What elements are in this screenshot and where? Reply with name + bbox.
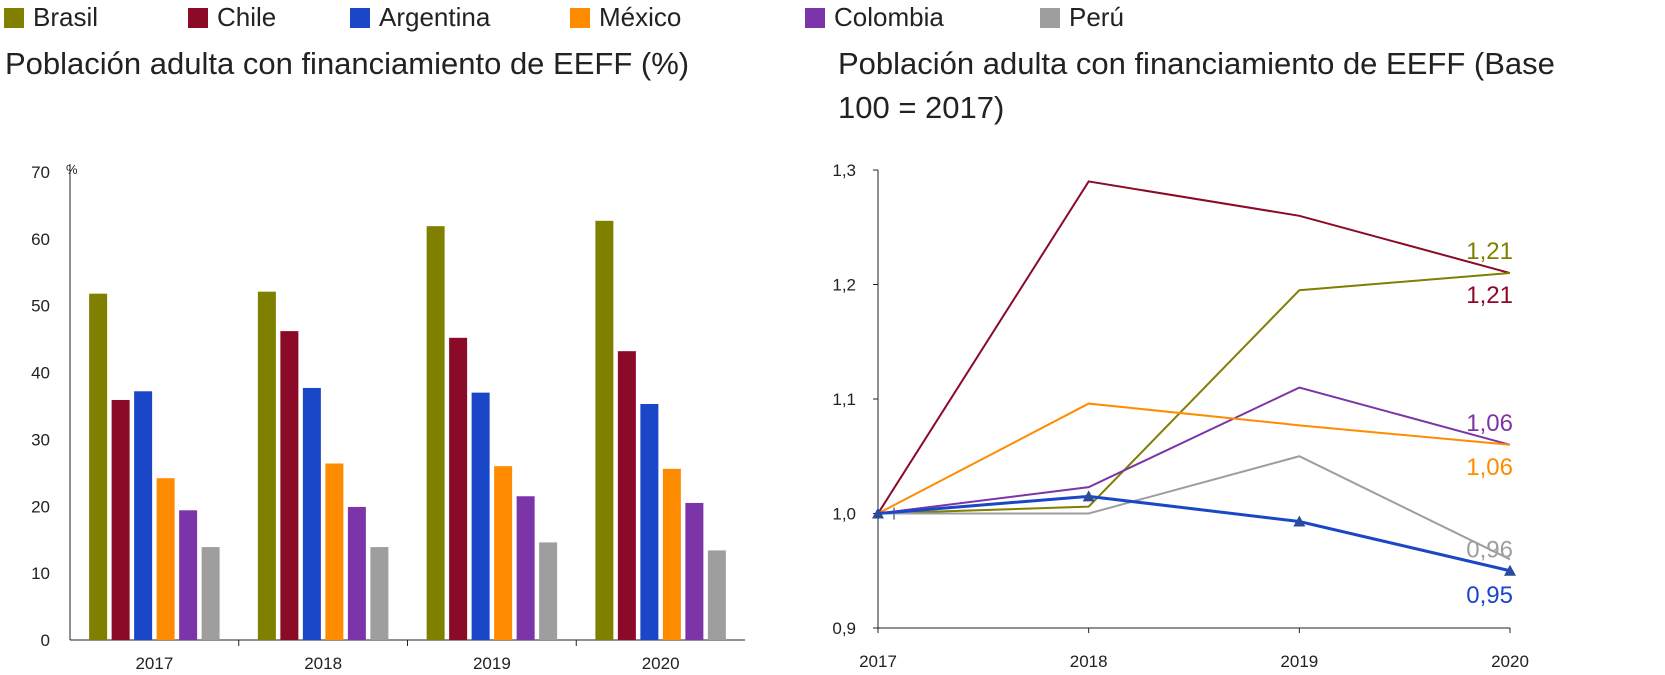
line-end-label-argentina: 0,95 [1466,582,1513,609]
bar-peru-2017 [201,547,220,640]
legend-label-brasil: Brasil [33,2,99,32]
bar-x-tick-label: 2018 [304,654,342,673]
bar-y-tick-label: 60 [31,230,50,249]
bar-mexico-2019 [494,466,513,640]
bar-brasil-2018 [257,291,276,640]
line-x-tick-label: 2020 [1491,652,1529,671]
line-marker-argentina [872,507,884,519]
line-chart-title-line1: Población adulta con financiamiento de E… [838,46,1555,81]
bar-y-tick-label: 40 [31,364,50,383]
bar-y-unit-label: % [66,162,78,177]
bar-colombia-2017 [179,510,198,640]
bar-colombia-2019 [516,496,535,640]
line-end-label-chile: 1,21 [1466,282,1513,309]
bar-mexico-2017 [156,478,175,640]
line-x-tick-label: 2017 [859,652,897,671]
bar-argentina-2019 [471,392,490,640]
line-chart-title-line2: 100 = 2017) [838,90,1005,125]
line-y-tick-label: 1,2 [832,276,856,295]
line-end-label-colombia: 1,06 [1466,410,1513,437]
line-y-tick-label: 1,0 [832,505,856,524]
line-y-tick-label: 0,9 [832,619,856,638]
line-end-label-brasil: 1,21 [1466,238,1513,265]
bar-chart-title: Población adulta con financiamiento de E… [5,46,690,81]
legend-swatch-brasil [4,7,24,28]
line-series-argentina [877,494,1511,573]
legend-swatch-argentina [350,7,370,28]
line-end-label-peru: 0,96 [1466,536,1513,563]
legend-swatch-mexico [570,7,590,28]
legend-label-argentina: Argentina [379,2,491,32]
legend-label-peru: Perú [1069,2,1124,32]
bar-argentina-2020 [640,403,659,640]
bar-peru-2019 [539,542,558,640]
bar-chile-2020 [617,351,636,640]
legend-item-argentina: Argentina [350,2,490,33]
bar-x-tick-label: 2017 [135,654,173,673]
legend-label-mexico: México [599,2,682,32]
legend-item-peru: Perú [1040,2,1124,33]
legend-swatch-chile [188,7,208,28]
line-series-mexico [877,402,1511,515]
legend-item-mexico: México [570,2,681,33]
bar-y-tick-label: 50 [31,297,50,316]
bar-mexico-2018 [325,463,344,640]
bar-x-tick-label: 2019 [473,654,511,673]
bar-argentina-2017 [134,391,153,640]
bar-x-tick-label: 2020 [642,654,680,673]
legend-swatch-peru [1040,7,1060,28]
bar-chart: 0 10 20 30 40 50 60 70 % 2017 2018 2019 2020 [31,162,745,673]
bar-y-tick-label: 10 [31,564,50,583]
line-x-tick-label: 2018 [1070,652,1108,671]
bar-chile-2019 [449,337,468,640]
line-series-chile [877,180,1511,515]
legend-label-chile: Chile [217,2,277,32]
bar-mexico-2020 [662,468,681,640]
legend: Brasil Chile Argentina México Colombia P… [0,2,1665,36]
bar-chile-2017 [111,399,130,640]
legend-item-colombia: Colombia [805,2,944,33]
bar-peru-2018 [370,547,389,640]
line-series-brasil [877,272,1511,515]
line-y-tick-label: 1,1 [832,390,856,409]
bar-colombia-2020 [685,502,704,640]
bar-y-tick-label: 20 [31,497,50,516]
bar-chile-2018 [280,331,299,640]
line-series-peru [878,455,1511,561]
legend-label-colombia: Colombia [834,2,944,32]
line-end-label-mexico: 1,06 [1466,454,1513,481]
legend-item-brasil: Brasil [4,2,98,33]
line-series-colombia [877,386,1511,515]
legend-item-chile: Chile [188,2,276,33]
bar-colombia-2018 [347,506,366,640]
bar-argentina-2018 [302,387,321,640]
bar-y-tick-label: 0 [41,631,50,650]
bar-brasil-2019 [426,226,445,640]
bar-brasil-2020 [595,220,614,640]
line-marker-argentina [1293,515,1306,527]
line-marker-argentina [1504,564,1516,576]
legend-swatch-colombia [805,7,825,28]
bar-peru-2020 [707,550,726,640]
line-x-tick-label: 2019 [1280,652,1318,671]
bar-y-tick-label: 70 [31,163,50,182]
bar-y-tick-label: 30 [31,430,50,449]
line-marker-argentina [1082,490,1095,502]
bar-brasil-2017 [89,293,108,640]
line-y-tick-label: 1,3 [832,161,856,180]
